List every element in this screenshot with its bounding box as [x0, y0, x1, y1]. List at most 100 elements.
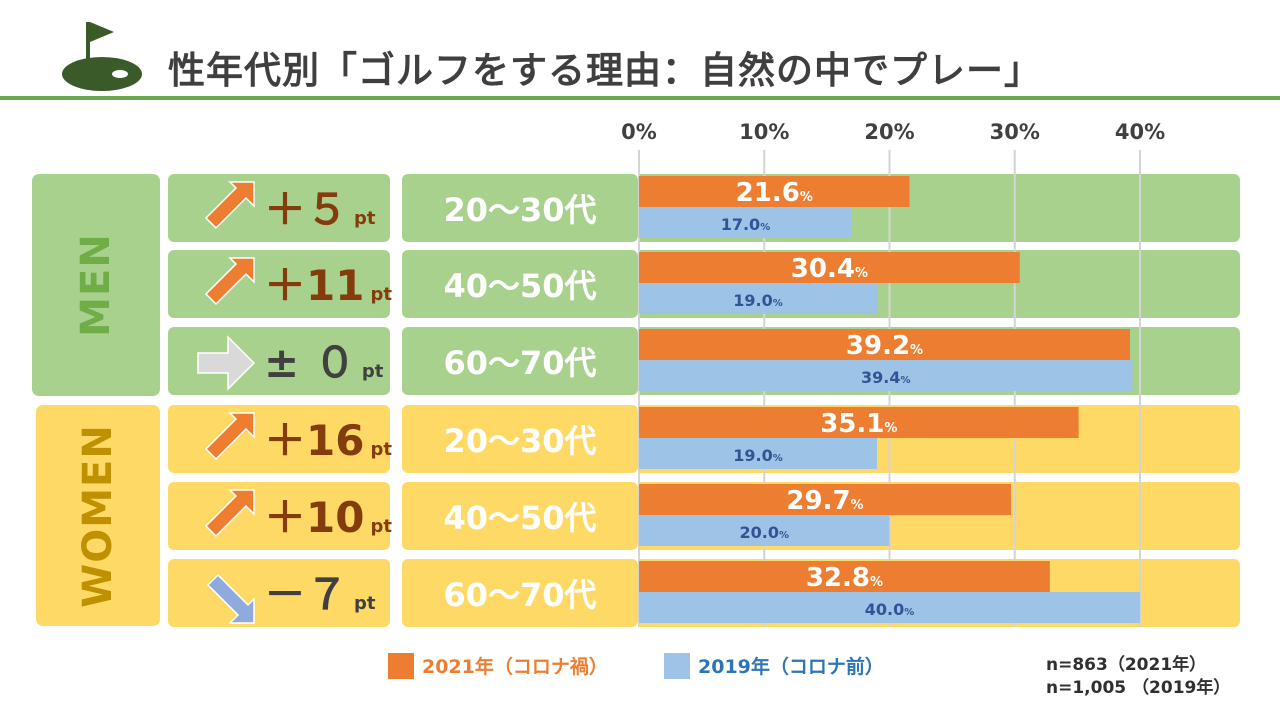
diff-number: ＋５ — [264, 185, 349, 234]
arrow-up-right-icon — [204, 181, 255, 230]
data-label-suffix: % — [900, 375, 910, 386]
diff-cell: ＋11 pt — [168, 250, 392, 318]
data-label-value: 29.7 — [786, 486, 850, 516]
diff-unit: pt — [354, 593, 376, 614]
diff-value: ＋10 pt — [264, 488, 392, 548]
data-label-suffix: % — [904, 607, 914, 618]
data-label-value: 21.6 — [736, 178, 800, 208]
age-cell: 20～30代 — [402, 405, 638, 473]
data-label-value: 40.0 — [865, 600, 904, 619]
age-label: 60～70代 — [443, 576, 597, 614]
data-label-2019: 17.0% — [721, 215, 771, 234]
bar-2019 — [639, 438, 877, 469]
age-cell: 20～30代 — [402, 174, 638, 242]
diff-number: ± ０ — [264, 338, 356, 387]
bar-2019 — [639, 360, 1133, 391]
data-label-suffix: % — [773, 453, 783, 464]
sample-size-note-2019: n=1,005 （2019年） — [1046, 678, 1231, 698]
data-label-suffix: % — [855, 266, 868, 281]
diff-cell: ＋５ pt — [168, 174, 390, 242]
data-label-value: 35.1 — [820, 409, 884, 439]
diff-cell: －７ pt — [168, 559, 390, 627]
legend-label-2019: 2019年（コロナ前） — [698, 656, 884, 678]
diff-number: －７ — [264, 570, 349, 619]
data-label-2021: 29.7% — [786, 486, 863, 516]
diff-unit: pt — [354, 208, 376, 229]
diff-number: ＋11 — [264, 261, 365, 310]
data-label-2019: 39.4% — [861, 368, 911, 387]
bar-2019 — [639, 207, 852, 238]
age-label: 40～50代 — [443, 267, 597, 305]
diff-number: ＋10 — [264, 493, 365, 542]
arrow-up-right-icon — [204, 489, 255, 538]
bar-2019 — [639, 592, 1140, 623]
title-underline — [0, 96, 1280, 100]
diff-value: ＋16 pt — [264, 411, 392, 471]
data-label-suffix: % — [870, 575, 883, 590]
age-cell: 60～70代 — [402, 559, 638, 627]
diff-cell: ＋16 pt — [168, 405, 392, 473]
x-tick-label: 20% — [864, 120, 915, 144]
legend-swatch-2019 — [664, 652, 690, 679]
diff-number: ＋16 — [264, 416, 365, 465]
data-label-value: 19.0 — [733, 291, 772, 310]
arrow-up-right-icon — [204, 412, 255, 461]
diff-unit: pt — [370, 516, 392, 537]
age-cell: 40～50代 — [402, 250, 638, 318]
legend-2019: 2019年（コロナ前） — [664, 652, 884, 679]
diff-unit: pt — [370, 439, 392, 460]
legend-label-2021: 2021年（コロナ禍） — [422, 656, 608, 678]
page-title: 性年代別「ゴルフをする理由：自然の中でプレー」 — [168, 49, 1042, 92]
data-label-value: 20.0 — [739, 523, 778, 542]
x-tick-label: 30% — [989, 120, 1040, 144]
diff-unit: pt — [361, 361, 384, 382]
x-tick-label: 40% — [1114, 120, 1166, 144]
data-label-value: 17.0 — [721, 215, 760, 234]
data-label-suffix: % — [884, 421, 897, 436]
bar-2021 — [639, 484, 1011, 515]
diff-value: ＋11 pt — [264, 256, 392, 316]
diff-value: ＋５ pt — [264, 180, 376, 240]
data-label-2021: 21.6% — [736, 178, 813, 208]
diff-cell: ± ０ pt — [168, 327, 390, 395]
bar-2021 — [639, 407, 1079, 438]
age-label: 60～70代 — [443, 344, 597, 382]
arrow-up-right-icon — [204, 257, 255, 306]
diff-value: ± ０ pt — [264, 333, 383, 393]
data-label-value: 19.0 — [733, 446, 772, 465]
data-label-suffix: % — [779, 530, 789, 541]
data-label-2021: 35.1% — [820, 409, 897, 439]
age-label: 40～50代 — [443, 499, 597, 537]
data-label-2019: 20.0% — [739, 523, 789, 542]
age-label: 20～30代 — [443, 422, 597, 460]
data-label-2019: 40.0% — [865, 600, 915, 619]
age-cell: 60～70代 — [402, 327, 638, 395]
data-label-2021: 39.2% — [846, 331, 923, 361]
sample-size-note-2021: n=863（2021年） — [1046, 655, 1207, 675]
data-label-suffix: % — [760, 222, 770, 233]
data-label-value: 30.4 — [791, 254, 855, 284]
data-label-suffix: % — [773, 298, 783, 309]
data-label-2019: 19.0% — [733, 446, 783, 465]
group-panel-women: WOMEN — [36, 405, 160, 626]
data-label-suffix: % — [910, 343, 923, 358]
legend-swatch-2021 — [388, 652, 414, 679]
data-label-value: 39.4 — [861, 368, 900, 387]
bar-2021 — [639, 252, 1020, 283]
data-label-2019: 19.0% — [733, 291, 783, 310]
diff-cell: ＋10 pt — [168, 482, 392, 550]
age-cell: 40～50代 — [402, 482, 638, 550]
bar-2019 — [639, 515, 890, 546]
group-panel-men: MEN — [32, 174, 160, 396]
header: 性年代別「ゴルフをする理由：自然の中でプレー」 — [0, 0, 1280, 100]
data-label-suffix: % — [851, 498, 864, 513]
bar-2019 — [639, 283, 877, 314]
data-label-suffix: % — [800, 190, 813, 205]
data-label-2021: 32.8% — [806, 563, 883, 593]
bar-2021 — [639, 329, 1130, 360]
arrow-down-right-icon — [206, 573, 255, 624]
age-label: 20～30代 — [443, 191, 597, 229]
x-tick-label: 0% — [621, 120, 657, 144]
data-label-value: 39.2 — [846, 331, 910, 361]
